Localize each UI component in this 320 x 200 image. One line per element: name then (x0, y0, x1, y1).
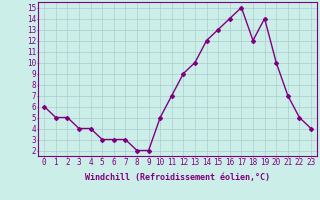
X-axis label: Windchill (Refroidissement éolien,°C): Windchill (Refroidissement éolien,°C) (85, 173, 270, 182)
